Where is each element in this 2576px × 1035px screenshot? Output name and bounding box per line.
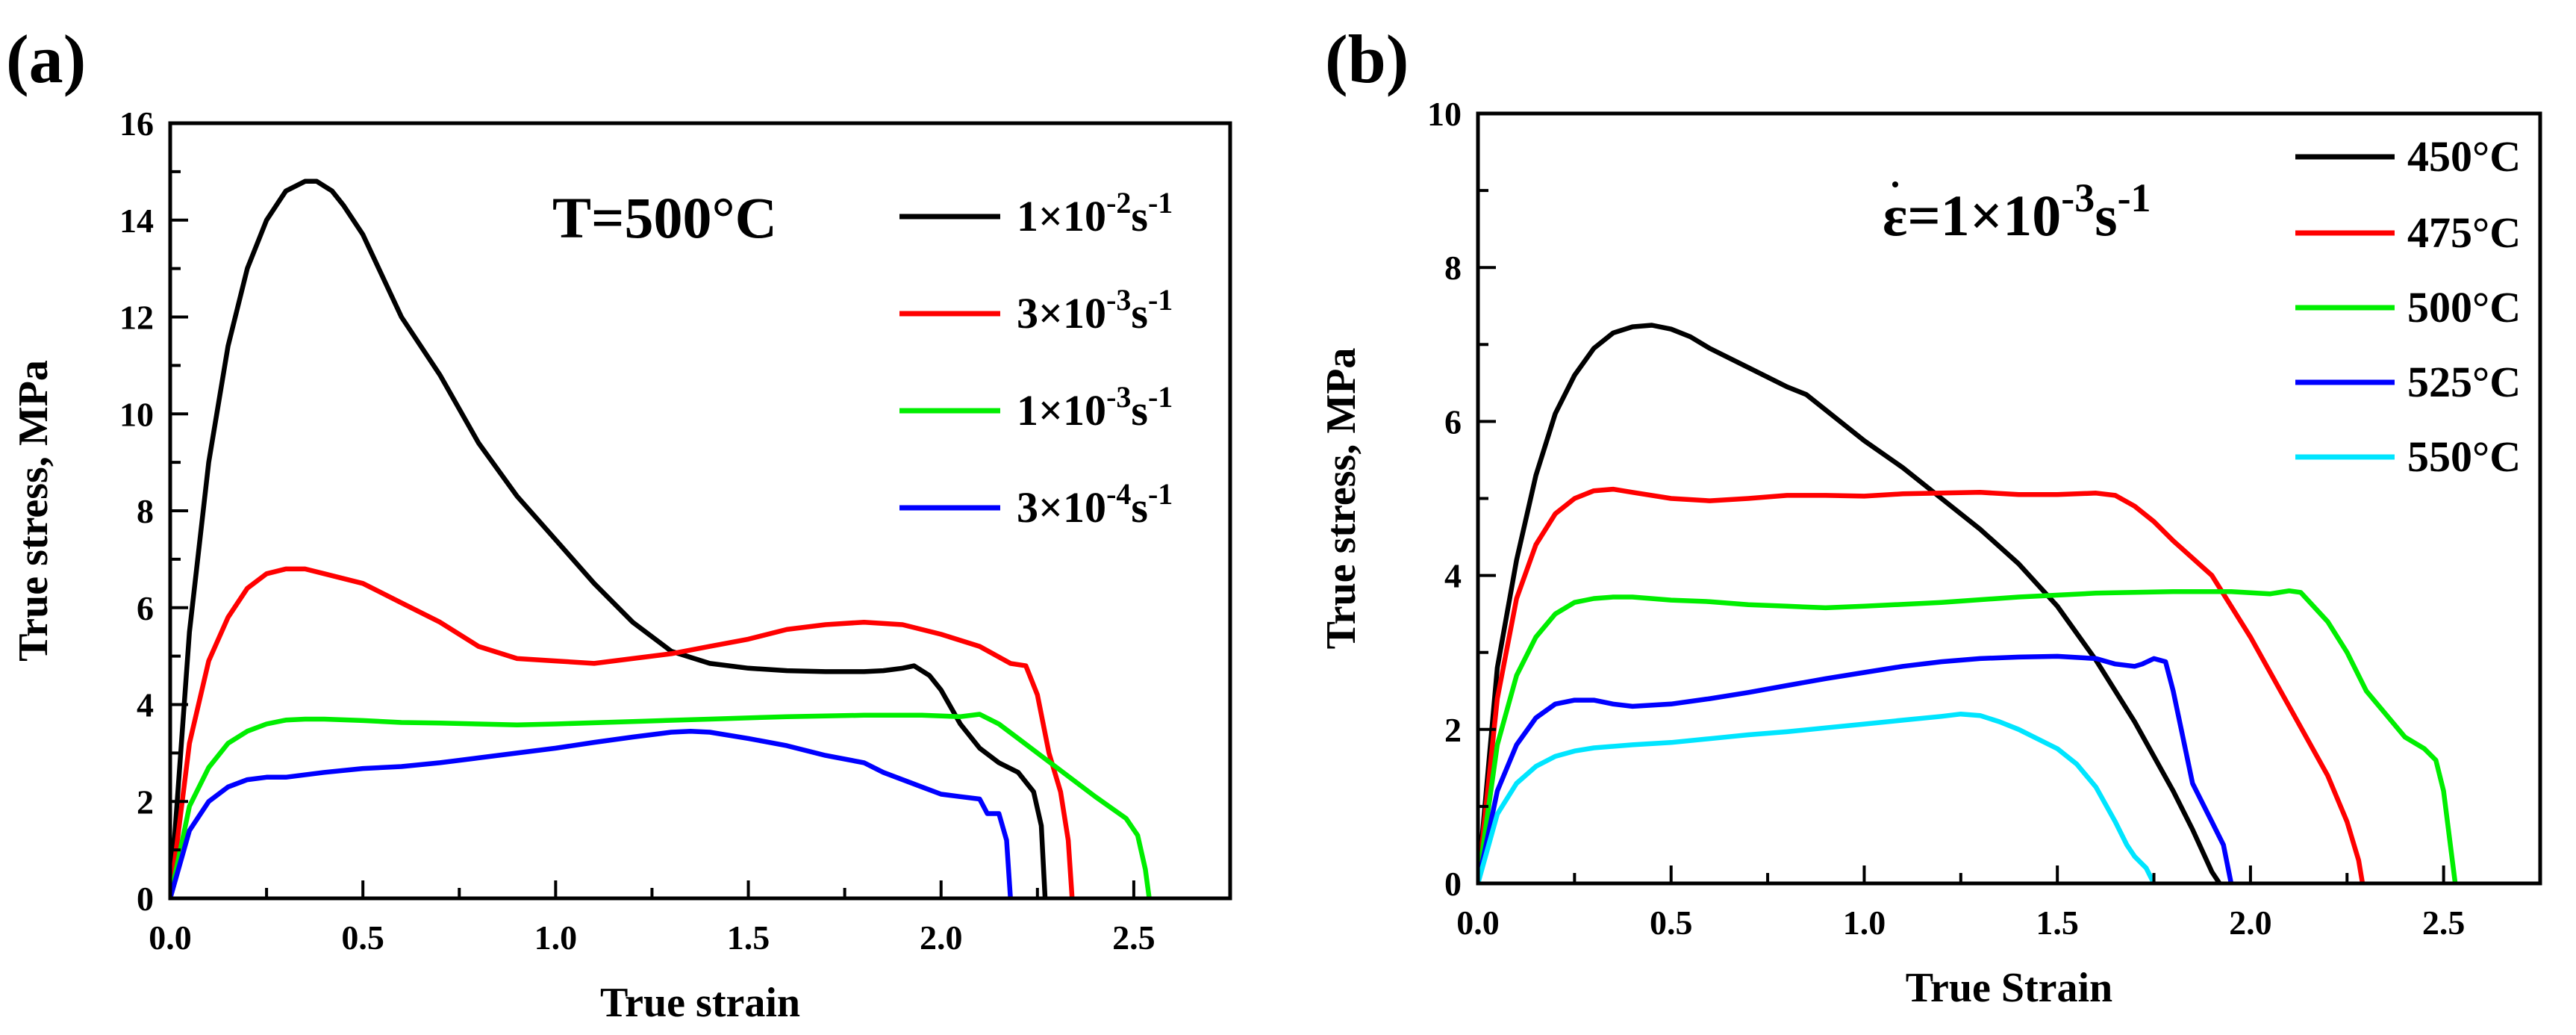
legend-base: 1×10 — [1017, 192, 1106, 240]
x-axis-title: True strain — [600, 980, 800, 1026]
x-tick-label: 2.0 — [920, 919, 963, 957]
panel-a: (a) 0.0 0.5 1.0 1.5 2.0 2.5 0 2 4 6 8 10 12 14 16 True s… — [6, 21, 1232, 1026]
x-tick-label: 1.0 — [534, 919, 578, 957]
series-line-3 — [170, 728, 1013, 898]
series-line-1 — [170, 566, 1075, 898]
panel-b: (b) 0.0 0.5 1.0 1.5 2.0 2.5 0 2 4 6 8 10 True Strain T… — [1318, 21, 2542, 1011]
panel-label: (b) — [1325, 21, 1409, 97]
y-tick-label: 14 — [119, 202, 154, 240]
y-tick-label: 6 — [137, 589, 154, 627]
legend-label-3: 525°C — [2407, 358, 2521, 406]
y-tick-label: 8 — [137, 492, 154, 530]
legend-base: 525°C — [2407, 358, 2521, 406]
legend-label-4: 550°C — [2407, 432, 2521, 481]
x-tick-label: 2.5 — [2422, 904, 2466, 942]
legend-base: 3×10 — [1017, 483, 1106, 532]
legend-base: 450°C — [2407, 132, 2521, 181]
series-line-2 — [170, 712, 1152, 898]
annotation-main: ε=1×10 — [1883, 183, 2061, 248]
y-axis-title: True stress, MPa — [10, 360, 57, 662]
y-tick-label: 0 — [137, 880, 154, 918]
y-tick-label: 2 — [1444, 711, 1462, 749]
panel-label: (a) — [6, 21, 86, 97]
legend-unit: s — [1131, 386, 1148, 435]
legend-base: 550°C — [2407, 432, 2521, 481]
legend-unit-exponent: -1 — [1148, 477, 1173, 511]
y-tick-label: 4 — [137, 686, 154, 724]
series-line-4 — [1478, 711, 2156, 883]
x-tick-label: 1.0 — [1843, 904, 1886, 942]
legend-unit: s — [1131, 192, 1148, 240]
legend-label-1: 3×10-3s-1 — [1017, 283, 1173, 338]
series-line-1 — [1478, 486, 2366, 883]
y-tick-label: 8 — [1444, 249, 1462, 287]
legend-exponent: -2 — [1106, 186, 1131, 220]
x-tick-label: 2.5 — [1112, 919, 1156, 957]
x-tick-label: 0.0 — [1456, 904, 1500, 942]
legend-label-0: 1×10-2s-1 — [1017, 186, 1173, 240]
legend-label-2: 500°C — [2407, 283, 2521, 332]
condition-annotation: ε=1×10-3s-1 — [1883, 175, 2151, 248]
legend-unit: s — [1131, 289, 1148, 338]
legend-base: 500°C — [2407, 283, 2521, 332]
y-tick-label: 10 — [1427, 95, 1462, 133]
x-tick-label: 0.5 — [1650, 904, 1693, 942]
legend-base: 1×10 — [1017, 386, 1106, 435]
condition-annotation: T=500°C — [552, 185, 777, 250]
annotation-unit-exponent: -1 — [2118, 175, 2151, 220]
y-tick-label: 12 — [119, 299, 154, 337]
series-line-0 — [170, 178, 1048, 898]
legend-label-2: 1×10-3s-1 — [1017, 380, 1173, 435]
annotation-main: T=500°C — [552, 185, 777, 250]
legend-base: 475°C — [2407, 208, 2521, 257]
legend-exponent: -3 — [1106, 380, 1131, 414]
y-tick-label: 4 — [1444, 557, 1462, 595]
y-tick-label: 2 — [137, 783, 154, 821]
legend-unit-exponent: -1 — [1148, 283, 1173, 317]
y-tick-label: 0 — [1444, 865, 1462, 903]
y-tick-label: 16 — [119, 105, 154, 143]
y-axis-title: True stress, MPa — [1318, 348, 1365, 650]
y-tick-label: 6 — [1444, 402, 1462, 441]
legend-unit-exponent: -1 — [1148, 186, 1173, 220]
x-tick-label: 0.0 — [149, 919, 192, 957]
legend-unit: s — [1131, 483, 1148, 532]
x-tick-label: 1.5 — [727, 919, 770, 957]
legend-exponent: -3 — [1106, 283, 1131, 317]
legend-exponent: -4 — [1106, 477, 1131, 511]
y-tick-label: 10 — [119, 395, 154, 433]
annotation-exponent: -3 — [2061, 175, 2095, 220]
x-tick-label: 1.5 — [2036, 904, 2079, 942]
series-line-0 — [1478, 323, 2222, 883]
legend-label-3: 3×10-4s-1 — [1017, 477, 1173, 532]
x-axis-title: True Strain — [1906, 965, 2112, 1011]
strain-rate-dot-icon — [1892, 181, 1898, 187]
series-line-2 — [1478, 588, 2458, 883]
x-tick-label: 0.5 — [341, 919, 384, 957]
x-tick-label: 2.0 — [2229, 904, 2272, 942]
legend-label-1: 475°C — [2407, 208, 2521, 257]
legend-label-0: 450°C — [2407, 132, 2521, 181]
legend-base: 3×10 — [1017, 289, 1106, 338]
series-line-3 — [1478, 653, 2234, 883]
legend-unit-exponent: -1 — [1148, 380, 1173, 414]
annotation-unit: s — [2095, 183, 2117, 248]
